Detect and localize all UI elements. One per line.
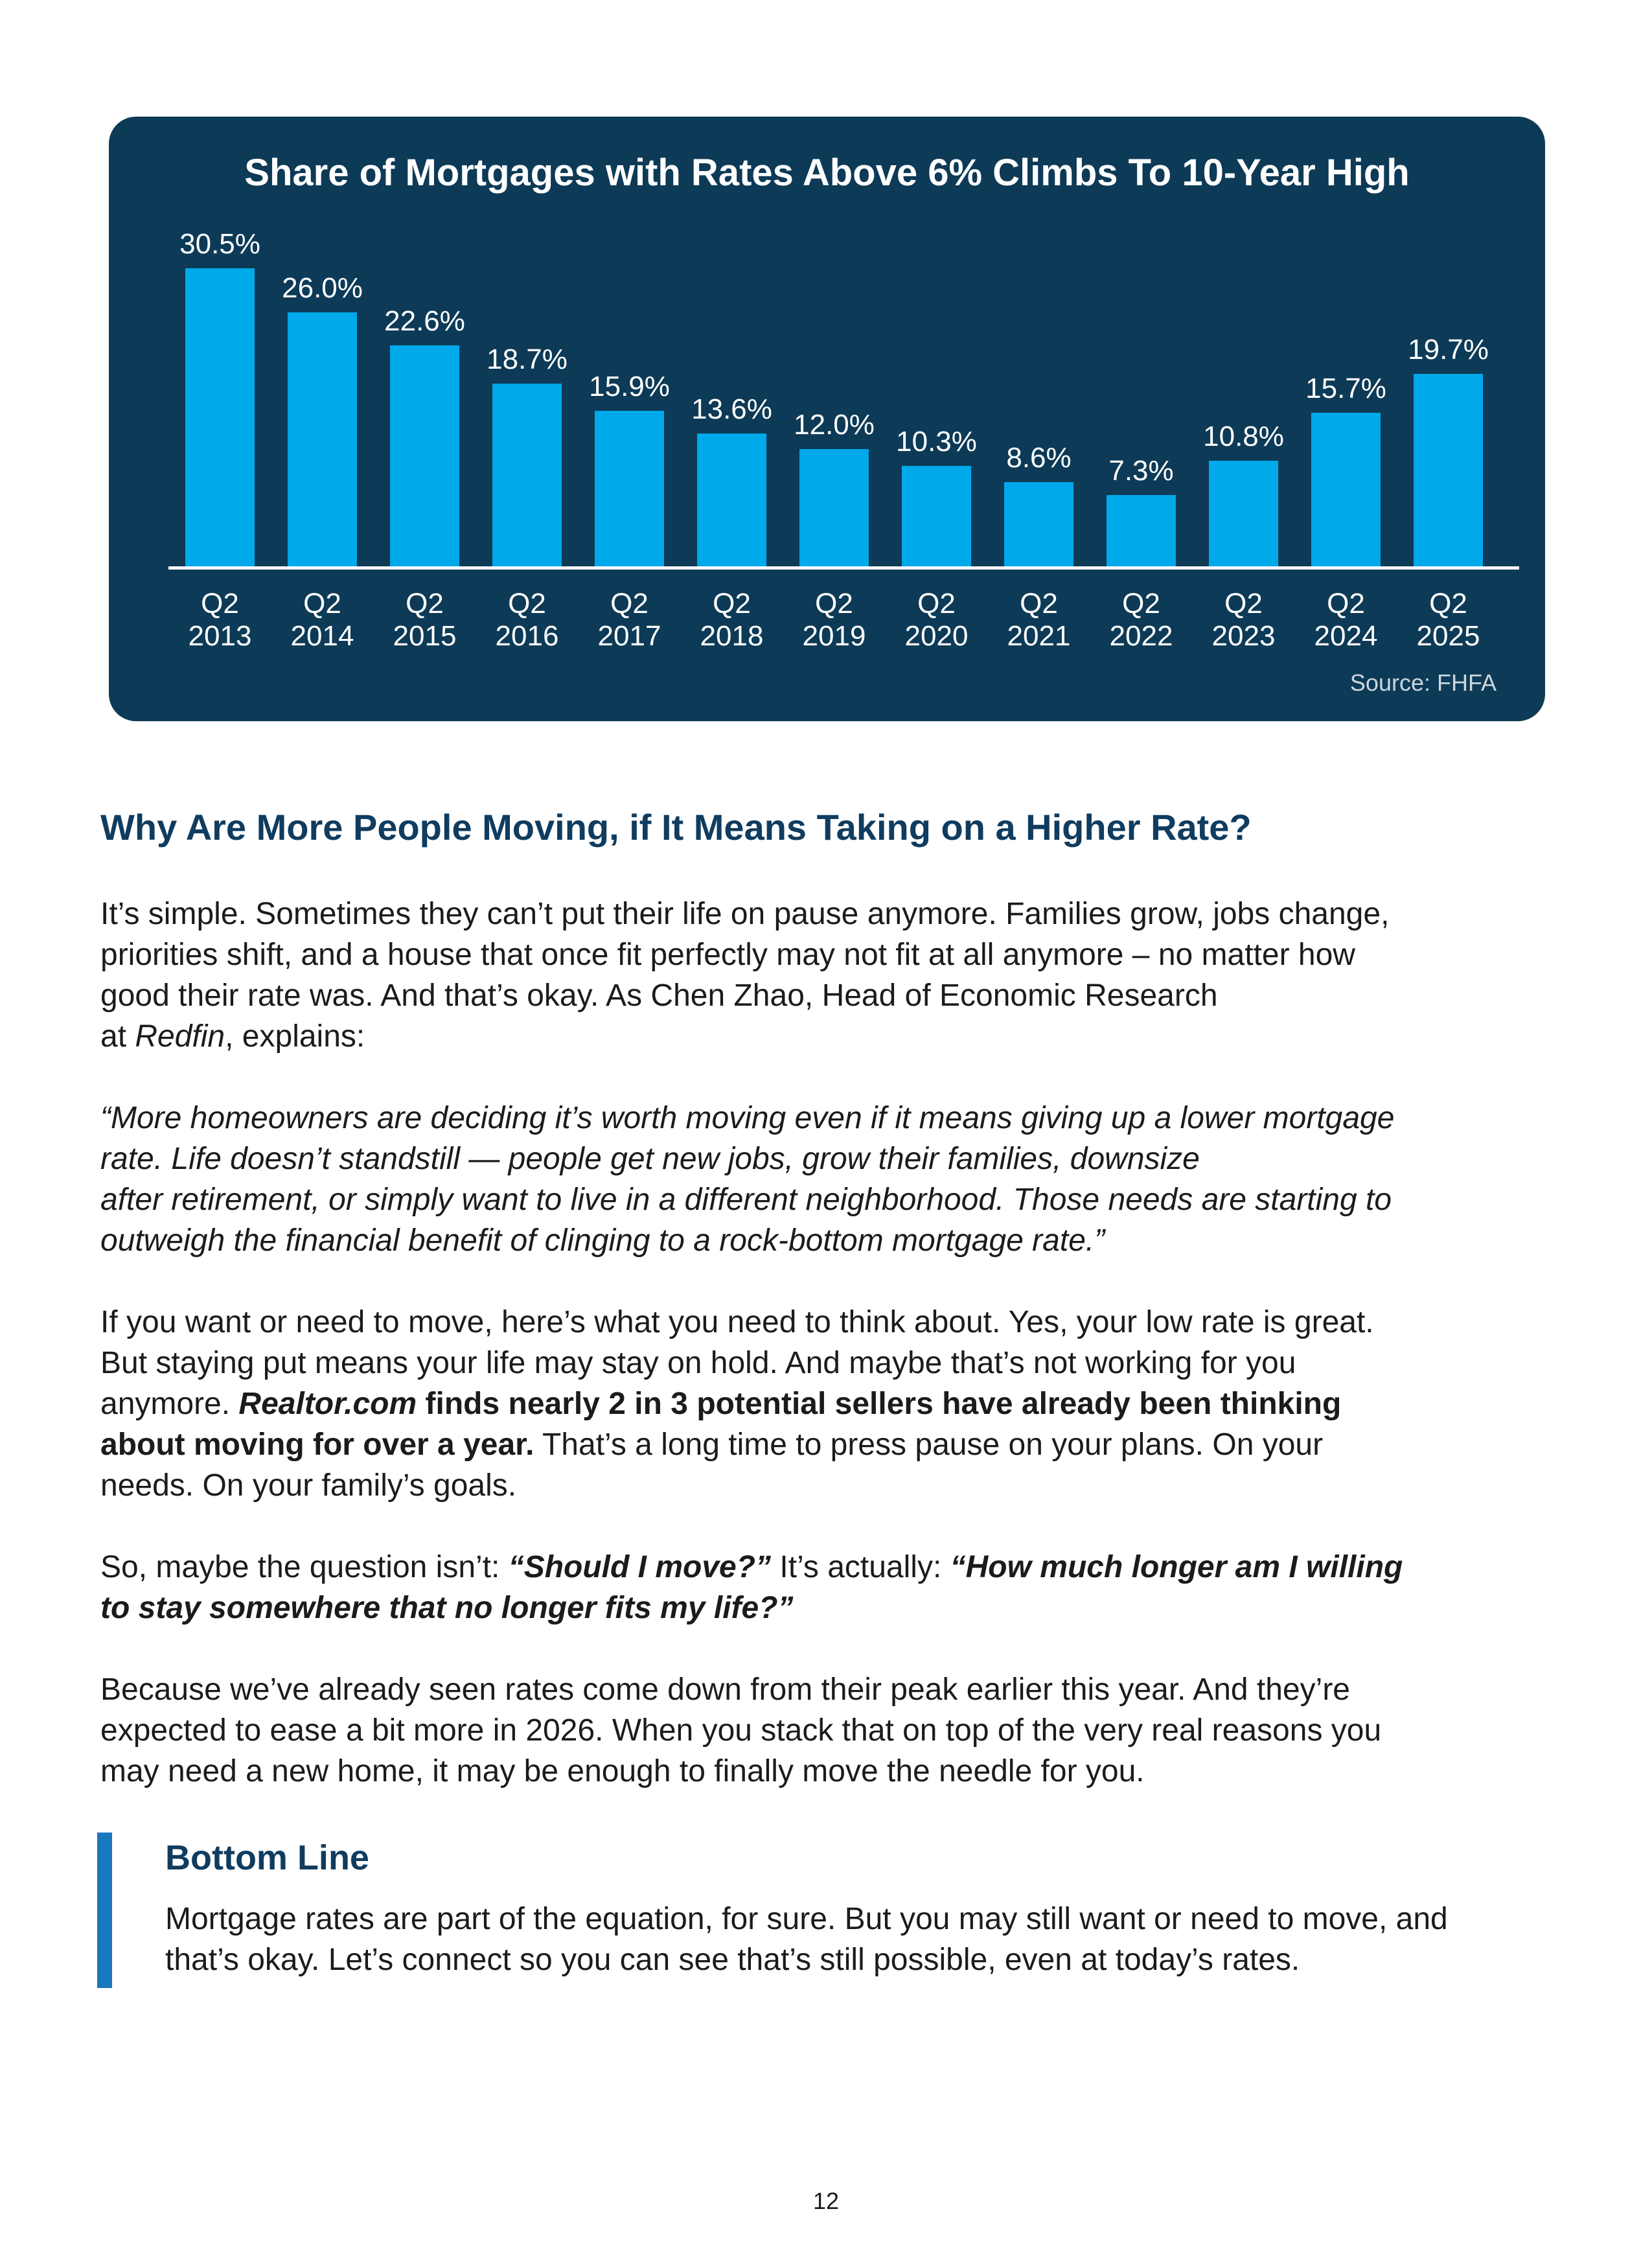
- chart-bars: 30.5% 26.0% 22.6% 18.7% 15.9% 13.6% 12.0% 10.3%…: [179, 203, 1489, 566]
- x-tick-label: Q2 2015: [393, 587, 457, 652]
- x-tick-label: Q2 2017: [597, 587, 661, 652]
- bottom-line-content: Bottom Line Mortgage rates are part of t…: [112, 1833, 1448, 1988]
- bar-group: 18.7%: [487, 343, 568, 566]
- bar-group: 26.0%: [282, 272, 363, 566]
- article: Why Are More People Moving, if It Means …: [0, 807, 1652, 1989]
- bar-group: 10.8%: [1203, 421, 1284, 566]
- chart-source-label: Source: FHFA: [1349, 669, 1497, 696]
- x-tick-label: Q2 2022: [1109, 587, 1173, 652]
- bar-group: 12.0%: [794, 409, 875, 566]
- bar: [1107, 494, 1176, 566]
- chart-baseline: [168, 566, 1519, 570]
- bar-value-label: 15.9%: [589, 370, 670, 402]
- bar-group: 15.7%: [1305, 373, 1386, 566]
- bar-value-label: 13.6%: [691, 393, 772, 425]
- bar: [697, 433, 766, 566]
- x-tick-label: Q2 2021: [1007, 587, 1071, 652]
- bar-value-label: 7.3%: [1108, 454, 1174, 487]
- text-run: So, maybe the question isn’t:: [100, 1550, 509, 1585]
- chart-title: Share of Mortgages with Rates Above 6% C…: [244, 152, 1410, 194]
- bar-value-label: 22.6%: [384, 305, 465, 337]
- text-run: It’s simple. Sometimes they can’t put th…: [100, 897, 1390, 1054]
- paragraph: So, maybe the question isn’t: “Should I …: [100, 1547, 1652, 1628]
- bottom-line-callout: Bottom Line Mortgage rates are part of t…: [97, 1833, 1555, 1989]
- bar-value-label: 18.7%: [487, 343, 568, 375]
- text-run: Realtor.com: [238, 1387, 417, 1422]
- bar: [390, 345, 459, 566]
- bar: [799, 448, 869, 566]
- text-run: That’s a long time to press pause on you…: [100, 1428, 1324, 1503]
- bar-value-label: 15.7%: [1305, 372, 1386, 404]
- bar: [595, 410, 664, 566]
- x-tick-label: Q2 2024: [1314, 587, 1378, 652]
- paragraph: “More homeowners are deciding it’s worth…: [100, 1098, 1652, 1261]
- bar-group: 22.6%: [384, 305, 465, 566]
- x-tick-label: Q2 2014: [290, 587, 354, 652]
- paragraph: If you want or need to move, here’s what…: [100, 1302, 1652, 1506]
- text-run: If you want or need to move, here’s what…: [100, 1305, 1374, 1422]
- text-run: “Should I move?”: [508, 1550, 772, 1585]
- page-number: 12: [812, 2188, 840, 2214]
- text-run: Mortgage rates are part of the equation,…: [165, 1901, 1448, 1977]
- bar-value-label: 12.0%: [794, 408, 875, 441]
- text-run: , explains:: [225, 1019, 365, 1054]
- bar: [185, 268, 255, 566]
- bar-group: 8.6%: [1004, 442, 1073, 566]
- bar-value-label: 10.3%: [896, 425, 977, 457]
- bar: [1414, 373, 1483, 566]
- x-tick-label: Q2 2020: [904, 587, 969, 652]
- text-run: finds nearly 2 in 3 potential sellers ha…: [100, 1387, 1342, 1463]
- bar: [902, 465, 971, 566]
- x-tick-label: Q2 2025: [1416, 587, 1480, 652]
- paragraph: Because we’ve already seen rates come do…: [100, 1669, 1652, 1792]
- bottom-line-text: Mortgage rates are part of the equation,…: [165, 1899, 1448, 1980]
- text-run: “How much longer am I willing to stay so…: [100, 1550, 1403, 1626]
- bar-group: 15.9%: [589, 371, 670, 566]
- x-tick-label: Q2 2023: [1211, 587, 1276, 652]
- bar-group: 19.7%: [1408, 334, 1489, 566]
- bar-group: 30.5%: [179, 228, 260, 566]
- paragraph: It’s simple. Sometimes they can’t put th…: [100, 894, 1652, 1057]
- article-heading: Why Are More People Moving, if It Means …: [100, 807, 1252, 848]
- x-tick-label: Q2 2016: [495, 587, 559, 652]
- x-tick-label: Q2 2018: [700, 587, 764, 652]
- bar: [1311, 412, 1381, 566]
- bar-group: 7.3%: [1107, 455, 1176, 566]
- bar-value-label: 10.8%: [1203, 420, 1284, 452]
- bar: [1004, 481, 1073, 566]
- bar-value-label: 8.6%: [1006, 441, 1072, 474]
- x-tick-label: Q2 2019: [802, 587, 866, 652]
- text-run: Because we’ve already seen rates come do…: [100, 1672, 1382, 1789]
- bar-group: 13.6%: [691, 393, 772, 566]
- text-run: “More homeowners are deciding it’s worth…: [100, 1101, 1395, 1258]
- bar-value-label: 19.7%: [1408, 333, 1489, 365]
- document-page: { "page": { "number": "12" }, "chart": {…: [0, 117, 1652, 2255]
- chart-x-axis: Q2 2013 Q2 2014 Q2 2015 Q2 2016 Q2 2017 Q2 20…: [185, 588, 1483, 653]
- bar-value-label: 26.0%: [282, 272, 363, 304]
- text-run: Redfin: [135, 1019, 225, 1054]
- bar: [1209, 460, 1278, 566]
- accent-bar: [97, 1833, 112, 1989]
- article-paragraphs: It’s simple. Sometimes they can’t put th…: [100, 894, 1652, 1792]
- bottom-line-heading: Bottom Line: [165, 1838, 369, 1878]
- x-tick-label: Q2 2013: [188, 587, 252, 652]
- bar-group: 10.3%: [896, 426, 977, 566]
- bar: [288, 312, 357, 566]
- bar-value-label: 30.5%: [179, 227, 260, 260]
- chart-card: Share of Mortgages with Rates Above 6% C…: [109, 117, 1545, 721]
- bar: [492, 383, 562, 566]
- text-run: It’s actually:: [771, 1550, 950, 1585]
